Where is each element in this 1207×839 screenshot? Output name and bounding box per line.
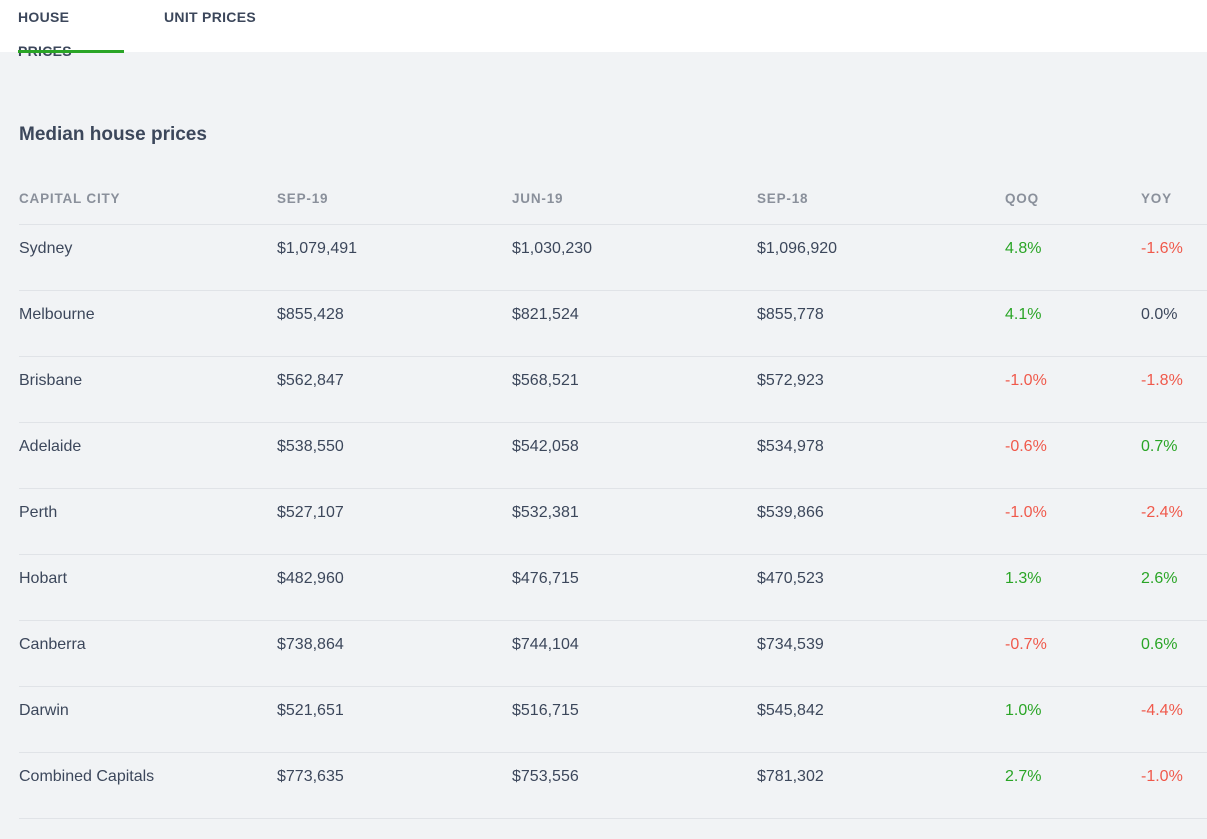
city-cell: Canberra — [19, 636, 86, 653]
sep-18-cell: $572,923 — [757, 372, 824, 389]
sep-19-cell: $527,107 — [277, 504, 344, 521]
sep-18-cell: $734,539 — [757, 636, 824, 653]
yoy-cell: 0.6% — [1141, 636, 1178, 653]
city-cell: Hobart — [19, 570, 68, 587]
median-prices-table: CAPITAL CITY SEP-19 JUN-19 SEP-18 QOQ YO… — [19, 176, 1207, 819]
yoy-cell: -1.6% — [1141, 240, 1183, 257]
table-body: Sydney $1,079,491 $1,030,230 $1,096,920 4.8%… — [19, 225, 1207, 819]
sep-18-cell: $539,866 — [757, 504, 824, 521]
qoq-cell: 4.8% — [1005, 240, 1042, 257]
yoy-cell: -1.8% — [1141, 372, 1183, 389]
yoy-cell: 0.7% — [1141, 438, 1178, 455]
sep-18-cell: $1,096,920 — [757, 240, 838, 257]
table-header: CAPITAL CITY SEP-19 JUN-19 SEP-18 QOQ YO… — [19, 176, 1207, 225]
qoq-cell: 1.0% — [1005, 702, 1042, 719]
header-jun-19: JUN-19 — [512, 191, 564, 206]
city-cell: Melbourne — [19, 306, 95, 323]
table-row: Melbourne $855,428 $821,524 $855,778 4.1% 0.0… — [19, 291, 1207, 357]
sep-19-cell: $855,428 — [277, 306, 344, 323]
header-capital-city: CAPITAL CITY — [19, 191, 121, 206]
header-sep-19: SEP-19 — [277, 191, 329, 206]
yoy-cell: -1.0% — [1141, 768, 1183, 785]
table-row: Brisbane $562,847 $568,521 $572,923 -1.0% -1.… — [19, 357, 1207, 423]
city-cell: Perth — [19, 504, 58, 521]
qoq-cell: 4.1% — [1005, 306, 1042, 323]
table-row: Sydney $1,079,491 $1,030,230 $1,096,920 4.8%… — [19, 225, 1207, 291]
yoy-cell: 0.0% — [1141, 306, 1178, 323]
jun-19-cell: $516,715 — [512, 702, 579, 719]
jun-19-cell: $542,058 — [512, 438, 579, 455]
sep-19-cell: $1,079,491 — [277, 240, 358, 257]
qoq-cell: -0.7% — [1005, 636, 1047, 653]
sep-18-cell: $781,302 — [757, 768, 824, 785]
yoy-cell: -4.4% — [1141, 702, 1183, 719]
jun-19-cell: $1,030,230 — [512, 240, 593, 257]
header-yoy: YOY — [1141, 191, 1172, 206]
jun-19-cell: $744,104 — [512, 636, 579, 653]
city-cell: Combined Capitals — [19, 768, 155, 785]
header-qoq: QOQ — [1005, 191, 1039, 206]
jun-19-cell: $476,715 — [512, 570, 579, 587]
qoq-cell: -1.0% — [1005, 372, 1047, 389]
sep-19-cell: $562,847 — [277, 372, 344, 389]
table-row: Perth $527,107 $532,381 $539,866 -1.0% -2.4% — [19, 489, 1207, 555]
qoq-cell: -0.6% — [1005, 438, 1047, 455]
qoq-cell: 1.3% — [1005, 570, 1042, 587]
table-row: Darwin $521,651 $516,715 $545,842 1.0% -4.4% — [19, 687, 1207, 753]
table-row: Combined Capitals $773,635 $753,556 $781,30… — [19, 753, 1207, 819]
city-cell: Brisbane — [19, 372, 83, 389]
jun-19-cell: $568,521 — [512, 372, 579, 389]
sep-19-cell: $538,550 — [277, 438, 344, 455]
sep-18-cell: $545,842 — [757, 702, 824, 719]
sep-18-cell: $534,978 — [757, 438, 824, 455]
tab-bar: HOUSE PRICES UNIT PRICES — [0, 0, 1207, 59]
qoq-cell: 2.7% — [1005, 768, 1042, 785]
jun-19-cell: $532,381 — [512, 504, 579, 521]
yoy-cell: 2.6% — [1141, 570, 1178, 587]
tab-unit-prices[interactable]: UNIT PRICES — [164, 9, 256, 25]
city-cell: Darwin — [19, 702, 69, 719]
table-row: Adelaide $538,550 $542,058 $534,978 -0.6% 0.7… — [19, 423, 1207, 489]
table-row: Canberra $738,864 $744,104 $734,539 -0.7% 0.6… — [19, 621, 1207, 687]
city-cell: Sydney — [19, 240, 73, 257]
sep-19-cell: $482,960 — [277, 570, 344, 587]
jun-19-cell: $753,556 — [512, 768, 579, 785]
table-row: Hobart $482,960 $476,715 $470,523 1.3% 2.6% — [19, 555, 1207, 621]
city-cell: Adelaide — [19, 438, 82, 455]
sep-19-cell: $521,651 — [277, 702, 344, 719]
sep-19-cell: $738,864 — [277, 636, 344, 653]
section-title: Median house prices — [19, 124, 207, 145]
tab-house-prices[interactable]: HOUSE PRICES — [18, 0, 124, 59]
qoq-cell: -1.0% — [1005, 504, 1047, 521]
header-sep-18: SEP-18 — [757, 191, 809, 206]
sep-18-cell: $470,523 — [757, 570, 824, 587]
sep-18-cell: $855,778 — [757, 306, 824, 323]
yoy-cell: -2.4% — [1141, 504, 1183, 521]
sep-19-cell: $773,635 — [277, 768, 344, 785]
jun-19-cell: $821,524 — [512, 306, 579, 323]
